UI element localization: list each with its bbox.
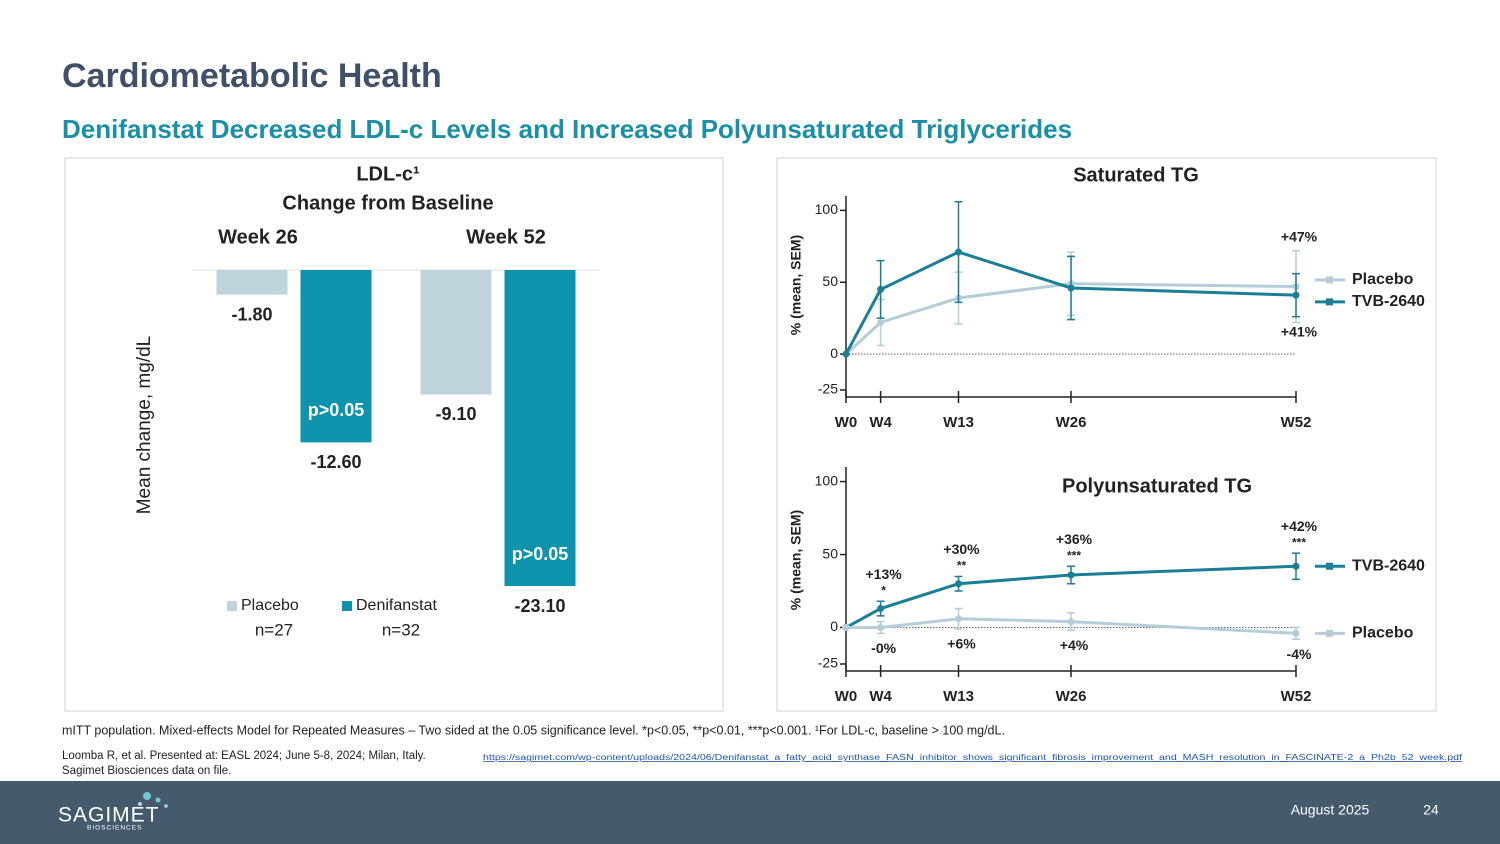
y-tick-label: -25 [818,381,838,397]
legend-marker [1326,298,1333,306]
point [955,580,962,588]
sample-size: n=27 [255,620,293,639]
panel-right [776,157,1437,712]
y-axis-label: % (mean, SEM) [788,235,804,335]
value-label: -4% [1287,646,1312,662]
point [1292,291,1300,299]
value-label: -0% [871,640,896,656]
legend-label: Placebo [241,597,299,614]
point [842,624,850,632]
chart-title: LDL-c¹ [356,163,420,185]
y-tick-label: 0 [830,618,838,634]
legend-marker [1326,629,1333,637]
point [877,605,885,613]
logo-dot [155,797,161,803]
x-tick-label: W26 [1056,414,1087,431]
value-label: +13% [866,566,903,582]
value-label: +42% [1281,518,1318,534]
legend-label: Placebo [1352,271,1414,288]
legend-marker [1326,276,1333,284]
point [1292,629,1300,637]
panel-left [64,157,724,712]
y-tick-label: -25 [818,655,838,671]
slide-subtitle: Denifanstat Decreased LDL-c Levels and I… [62,114,1072,144]
x-tick-label: W0 [835,688,858,705]
value-label: -1.80 [231,304,272,324]
reference: Loomba R, et al. Presented at: EASL 2024… [62,750,426,762]
y-tick-label: 100 [815,201,839,217]
point [955,248,962,256]
point [955,615,962,623]
value-label: +41% [1281,323,1318,339]
legend-label: Placebo [1352,625,1414,642]
legend-label: TVB-2640 [1352,557,1425,574]
significance: *** [1067,548,1081,562]
significance: *** [1292,535,1306,549]
y-axis-label: % (mean, SEM) [788,510,804,610]
point [877,624,885,632]
logo-dot [164,804,168,808]
x-tick-label: W52 [1281,688,1312,705]
x-tick-label: W52 [1281,414,1312,431]
value-label: -12.60 [310,452,361,472]
p-value: p>0.05 [308,400,365,420]
significance: * [881,583,886,597]
y-axis-label: Mean change, mg/dL [134,336,155,515]
bar [300,270,372,443]
logo: SAGIMET [58,804,160,827]
y-tick-label: 0 [830,345,838,361]
page-number: 24 [1423,802,1439,818]
x-tick-label: W4 [869,688,892,705]
legend-label: TVB-2640 [1352,293,1425,310]
y-tick-label: 100 [815,472,839,488]
x-tick-label: W4 [869,414,892,431]
logo-dot [143,792,151,800]
slide-title: Cardiometabolic Health [62,57,442,95]
chart-title: Polyunsaturated TG [1062,475,1252,497]
legend-label: Denifanstat [356,597,437,614]
point [1067,618,1075,626]
x-tick-label: W0 [835,414,858,431]
point [877,318,885,326]
footer-bar [0,781,1500,844]
y-tick-label: 50 [822,273,838,289]
p-value: p>0.05 [512,544,569,564]
legend-swatch [342,601,352,611]
value-label: -9.10 [435,404,476,424]
chart-subtitle: Change from Baseline [282,192,493,214]
value-label: -23.10 [514,596,565,616]
bar [216,270,288,295]
value-label: +4% [1060,637,1089,653]
bar [420,270,492,395]
logo-sub: BIOSCIENCES [87,825,142,832]
y-tick-label: 50 [822,545,838,561]
logo-dot [138,802,142,806]
significance: ** [957,559,967,573]
category-label: Week 52 [466,226,546,248]
reference-link[interactable]: https://sagimet.com/wp-content/uploads/2… [483,753,1463,762]
value-label: +36% [1056,531,1093,547]
data-note: Sagimet Biosciences data on file. [62,765,231,777]
footnote: mITT population. Mixed-effects Model for… [62,723,1005,737]
sample-size: n=32 [382,620,420,639]
legend-swatch [227,601,237,611]
date: August 2025 [1291,802,1370,818]
value-label: +6% [947,636,976,652]
x-tick-label: W13 [943,414,974,431]
point [877,285,885,293]
point [1292,562,1300,570]
x-tick-label: W13 [943,688,974,705]
point [1067,284,1075,292]
bar [504,270,576,587]
point [1067,571,1075,579]
value-label: +30% [943,541,980,557]
point [842,350,850,358]
chart-title: Saturated TG [1073,164,1199,186]
legend-marker [1326,562,1333,570]
x-tick-label: W26 [1056,688,1087,705]
category-label: Week 26 [218,226,298,248]
value-label: +47% [1281,228,1318,244]
